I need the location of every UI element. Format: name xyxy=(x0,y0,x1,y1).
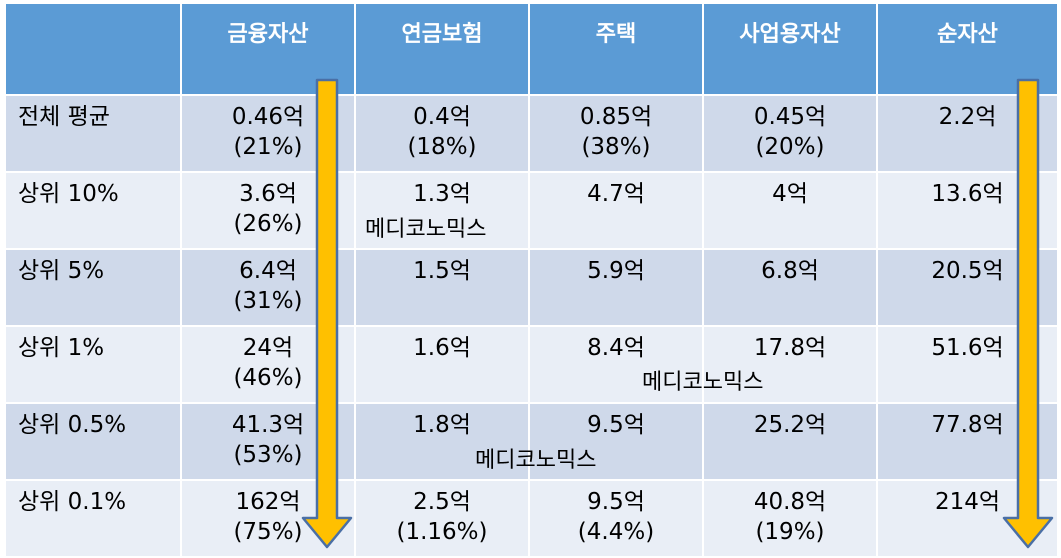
row-label: 상위 5% xyxy=(4,248,182,327)
cell-value: 0.46억 xyxy=(231,104,305,130)
cell-value: 13.6억 xyxy=(931,181,1004,207)
cell-percent: (26%) xyxy=(233,211,303,237)
cell-value: 162억 xyxy=(235,489,301,515)
row-label: 상위 1% xyxy=(4,325,182,404)
cell-value: 3.6억 xyxy=(239,181,297,207)
cell-value: 20.5억 xyxy=(931,258,1004,284)
cell-value: 4.7억 xyxy=(587,181,645,207)
header-row: 금융자산 연금보험 주택 사업용자산 순자산 xyxy=(4,2,1059,96)
cell-value: 9.5억 xyxy=(587,489,645,515)
cell-pension-insurance: 1.3억 xyxy=(354,171,530,250)
cell-percent: (18%) xyxy=(407,134,477,160)
down-arrow-icon xyxy=(301,78,353,549)
cell-percent: (20%) xyxy=(755,134,825,160)
cell-value: 4억 xyxy=(772,181,808,207)
cell-value: 2.5억 xyxy=(413,489,471,515)
table-row: 상위 5% 6.4억 (31%) 1.5억 5.9억 6.8억 20.5억 xyxy=(4,248,1059,327)
cell-pension-insurance: 2.5억 (1.16%) xyxy=(354,479,530,558)
cell-value: 24억 xyxy=(242,335,294,361)
cell-business-assets: 0.45억 (20%) xyxy=(702,94,878,173)
table-row: 상위 0.1% 162억 (75%) 2.5억 (1.16%) 9.5억 (4.4%) 40.… xyxy=(4,479,1059,558)
cell-value: 8.4억 xyxy=(587,335,645,361)
cell-housing: 0.85억 (38%) xyxy=(528,94,704,173)
cell-value: 0.85억 xyxy=(579,104,653,130)
cell-value: 1.5억 xyxy=(413,258,471,284)
cell-housing: 5.9억 xyxy=(528,248,704,327)
cell-business-assets: 25.2억 xyxy=(702,402,878,481)
table-row: 상위 10% 3.6억 (26%) 1.3억 4.7억 4억 13.6억 xyxy=(4,171,1059,250)
cell-business-assets: 4억 xyxy=(702,171,878,250)
down-arrow-icon xyxy=(1002,78,1054,549)
cell-pension-insurance: 1.6억 xyxy=(354,325,530,404)
cell-housing: 4.7억 xyxy=(528,171,704,250)
watermark-text: 메디코노믹스 xyxy=(365,217,487,242)
watermark-text: 메디코노믹스 xyxy=(475,448,597,473)
cell-percent: (38%) xyxy=(581,134,651,160)
table-row: 전체 평균 0.46억 (21%) 0.4억 (18%) 0.85억 (38%) 0.45억 (… xyxy=(4,94,1059,173)
cell-housing: 8.4억 xyxy=(528,325,704,404)
cell-value: 1.8억 xyxy=(413,412,471,438)
cell-percent: (1.16%) xyxy=(396,519,488,545)
cell-percent: (4.4%) xyxy=(577,519,655,545)
header-corner xyxy=(4,2,182,96)
cell-percent: (19%) xyxy=(755,519,825,545)
cell-value: 0.4억 xyxy=(413,104,471,130)
row-label: 상위 0.1% xyxy=(4,479,182,558)
row-label: 상위 0.5% xyxy=(4,402,182,481)
cell-percent: (75%) xyxy=(233,519,303,545)
cell-value: 0.45억 xyxy=(753,104,827,130)
row-label: 전체 평균 xyxy=(4,94,182,173)
cell-pension-insurance: 0.4억 (18%) xyxy=(354,94,530,173)
cell-value: 2.2억 xyxy=(938,104,997,130)
cell-value: 17.8억 xyxy=(753,335,827,361)
cell-value: 40.8억 xyxy=(753,489,827,515)
header-housing: 주택 xyxy=(528,2,704,96)
cell-value: 214억 xyxy=(934,489,1001,515)
cell-percent: (31%) xyxy=(233,288,303,314)
cell-percent: (53%) xyxy=(233,442,303,468)
cell-business-assets: 6.8억 xyxy=(702,248,878,327)
cell-value: 41.3억 xyxy=(231,412,305,438)
header-pension-insurance: 연금보험 xyxy=(354,2,530,96)
table-row: 상위 1% 24억 (46%) 1.6억 8.4억 17.8억 51.6억 xyxy=(4,325,1059,404)
cell-value: 77.8억 xyxy=(931,412,1004,438)
cell-value: 1.6억 xyxy=(413,335,471,361)
cell-value: 6.8억 xyxy=(761,258,819,284)
cell-value: 5.9억 xyxy=(587,258,645,284)
row-label: 상위 10% xyxy=(4,171,182,250)
cell-pension-insurance: 1.5억 xyxy=(354,248,530,327)
cell-value: 25.2억 xyxy=(753,412,827,438)
cell-value: 6.4억 xyxy=(239,258,297,284)
cell-percent: (21%) xyxy=(233,134,303,160)
cell-value: 1.3억 xyxy=(413,181,471,207)
asset-table: 금융자산 연금보험 주택 사업용자산 순자산 전체 평균 0.46억 (21%) 0.… xyxy=(4,2,1059,558)
cell-value: 9.5억 xyxy=(587,412,645,438)
cell-business-assets: 40.8억 (19%) xyxy=(702,479,878,558)
cell-percent: (46%) xyxy=(233,365,303,391)
cell-value: 51.6억 xyxy=(931,335,1004,361)
header-financial-assets: 금융자산 xyxy=(180,2,356,96)
cell-business-assets: 17.8억 xyxy=(702,325,878,404)
header-business-assets: 사업용자산 xyxy=(702,2,878,96)
watermark-text: 메디코노믹스 xyxy=(642,370,764,395)
cell-housing: 9.5억 (4.4%) xyxy=(528,479,704,558)
cell-pension-insurance: 1.8억 xyxy=(354,402,530,481)
cell-housing: 9.5억 xyxy=(528,402,704,481)
